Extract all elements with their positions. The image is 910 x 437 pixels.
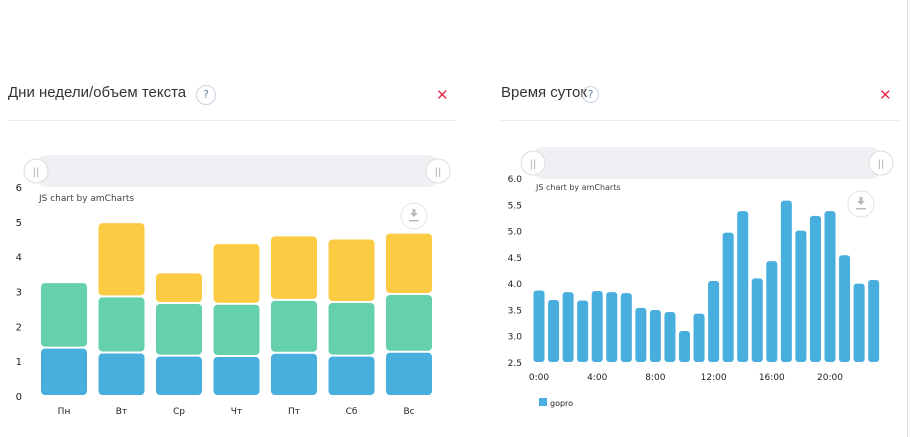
x-tick-label: 20:00 (817, 373, 843, 383)
bar (722, 232, 734, 362)
bar-segment (328, 356, 375, 395)
credit-label: JS chart by amCharts (38, 194, 134, 204)
bar (708, 281, 720, 362)
download-icon (856, 197, 866, 210)
x-tick-label: Ср (173, 407, 185, 417)
bar-segment (271, 353, 317, 395)
x-tick-label: 16:00 (759, 373, 785, 383)
scrollbar-grip-icon: || (530, 159, 537, 170)
y-tick-label: 1 (16, 357, 22, 368)
bar-segment (98, 353, 145, 395)
x-tick-label: Пт (288, 407, 300, 417)
bar (548, 299, 560, 362)
bar (839, 255, 851, 362)
y-tick-label: 5.0 (508, 228, 523, 238)
bar (751, 278, 763, 362)
scrollbar-grip-icon: || (878, 159, 885, 170)
bar (562, 292, 574, 362)
bar-segment (98, 297, 145, 352)
scrollbar-grip-icon: || (435, 167, 442, 178)
x-tick-label: Чт (231, 407, 242, 417)
help-icon[interactable]: ? (196, 85, 216, 105)
x-tick-label: 4:00 (587, 373, 607, 383)
legend-swatch[interactable] (539, 398, 547, 406)
y-tick-label: 5 (16, 218, 22, 229)
scrollbar-handle[interactable] (23, 158, 49, 184)
bar-segment (386, 352, 432, 395)
y-tick-label: 3 (16, 288, 22, 299)
close-button[interactable]: ✕ (879, 86, 892, 104)
x-tick-label: Вт (116, 407, 127, 417)
divider (8, 120, 456, 121)
credit-label: JS chart by amCharts (535, 183, 621, 192)
x-tick-label: Пн (58, 407, 71, 417)
bar-segment (328, 302, 375, 355)
download-icon (409, 209, 419, 222)
bar-segment (213, 304, 260, 355)
scrollbar-handle[interactable] (868, 150, 894, 176)
y-tick-label: 6 (16, 183, 22, 194)
y-tick-label: 5.5 (508, 201, 522, 211)
bar (868, 279, 880, 362)
y-tick-label: 4.5 (508, 254, 522, 264)
scrollbar-track[interactable] (36, 155, 438, 187)
panel-border (907, 0, 908, 437)
bar-segment (156, 356, 202, 395)
bar (620, 293, 632, 362)
bar (780, 200, 792, 362)
bar-segment (156, 273, 202, 302)
bar (664, 312, 676, 362)
bar (649, 309, 661, 362)
scrollbar-track[interactable] (533, 147, 881, 179)
bar-segment (328, 239, 375, 301)
bar-segment (271, 236, 317, 299)
bar (795, 230, 807, 362)
y-tick-label: 3.0 (508, 333, 523, 343)
bar-segment (98, 223, 145, 296)
bar-segment (156, 303, 202, 355)
bar (809, 215, 821, 362)
y-tick-label: 2 (16, 322, 22, 333)
help-icon[interactable]: ? (582, 86, 599, 103)
legend-label[interactable]: gopro (550, 399, 573, 408)
y-tick-label: 6.0 (508, 175, 523, 185)
bar (766, 261, 778, 362)
x-tick-label: Сб (346, 407, 358, 417)
y-tick-label: 0 (16, 392, 22, 403)
bar (591, 291, 603, 362)
scrollbar-handle[interactable] (520, 150, 546, 176)
bar-segment (271, 300, 317, 352)
scrollbar-grip-icon: || (33, 167, 40, 178)
bar-segment (386, 233, 432, 293)
bar-segment (213, 356, 260, 395)
y-tick-label: 4.0 (508, 280, 523, 290)
y-tick-label: 3.5 (508, 306, 522, 316)
bar (824, 211, 836, 362)
divider (501, 120, 899, 121)
x-tick-label: 8:00 (645, 373, 665, 383)
panel-title-weekdays: Дни недели/объем текста (8, 84, 187, 101)
bar (577, 300, 589, 362)
x-tick-label: Вс (403, 407, 414, 417)
bar (693, 313, 705, 362)
bar-segment (41, 348, 87, 395)
bar-segment (386, 294, 432, 351)
bar-segment (213, 244, 260, 303)
panel-title-time-of-day: Время суток (501, 84, 587, 101)
bar (679, 330, 690, 362)
bar (853, 283, 865, 362)
bar (533, 290, 545, 362)
scrollbar-handle[interactable] (425, 158, 451, 184)
y-tick-label: 4 (16, 253, 22, 264)
bar-segment (41, 283, 87, 347)
y-tick-label: 2.5 (508, 359, 522, 369)
bar (737, 211, 749, 362)
x-tick-label: 0:00 (529, 373, 549, 383)
bar (606, 292, 618, 362)
bar (635, 307, 647, 362)
x-tick-label: 12:00 (701, 373, 727, 383)
close-button[interactable]: ✕ (436, 86, 449, 104)
